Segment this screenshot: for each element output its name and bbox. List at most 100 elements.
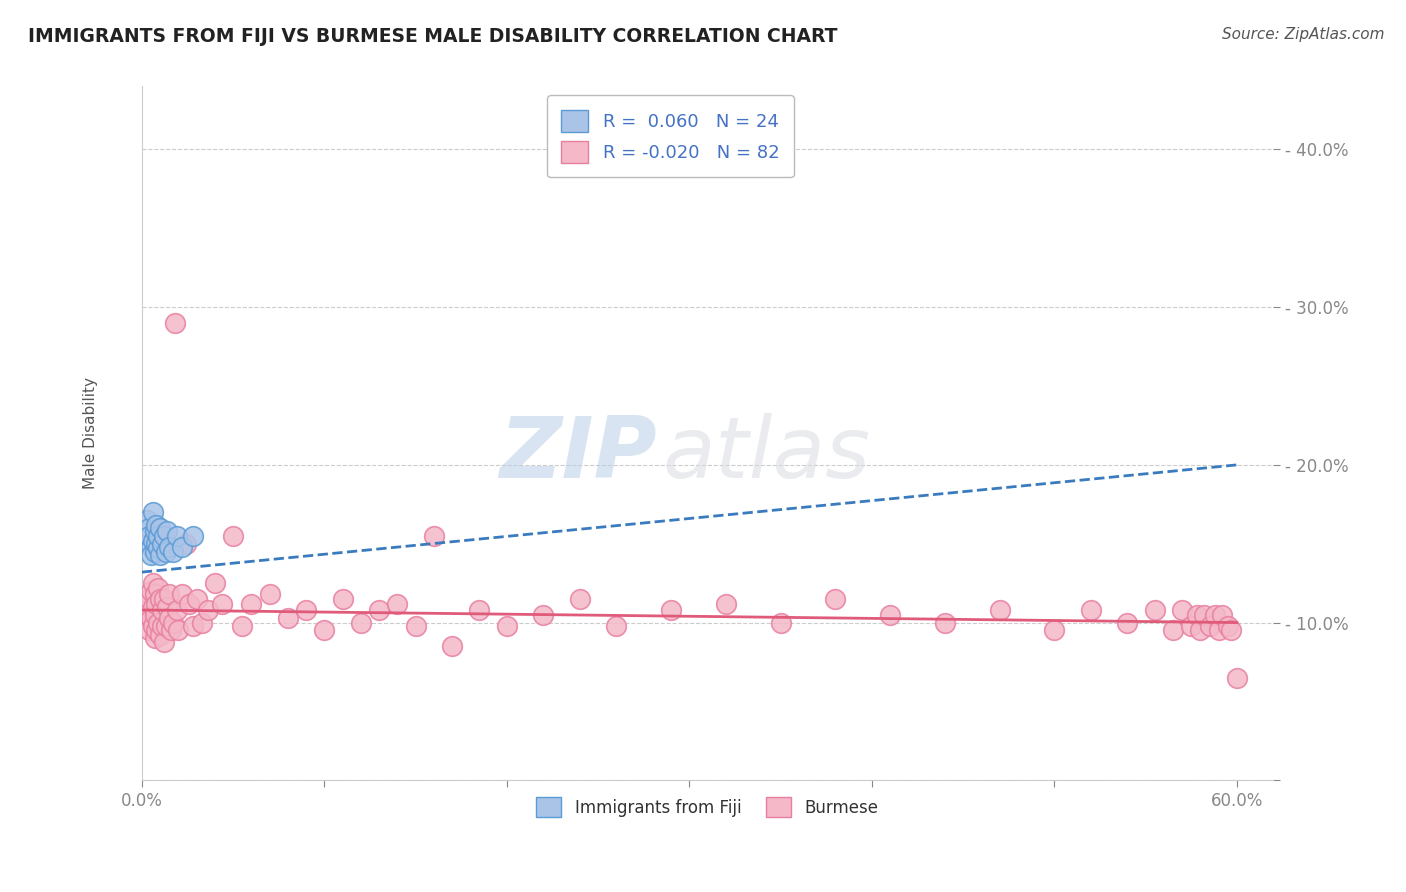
Point — [387, 597, 409, 611]
Point — [152, 591, 174, 606]
Point — [149, 521, 172, 535]
Text: Male Disability: Male Disability — [83, 377, 98, 490]
Point — [160, 624, 183, 638]
Point — [186, 591, 208, 606]
Point — [659, 603, 682, 617]
Point — [231, 619, 253, 633]
Point — [423, 529, 446, 543]
Point — [139, 611, 162, 625]
Point — [1116, 615, 1139, 630]
Point — [143, 544, 166, 558]
Point — [138, 591, 160, 606]
Point — [148, 541, 170, 556]
Point — [1192, 607, 1215, 622]
Point — [368, 603, 391, 617]
Point — [988, 603, 1011, 617]
Point — [277, 611, 299, 625]
Point — [157, 587, 180, 601]
Point — [145, 597, 167, 611]
Point — [934, 615, 956, 630]
Point — [332, 591, 354, 606]
Point — [152, 634, 174, 648]
Point — [162, 615, 184, 630]
Point — [157, 611, 180, 625]
Point — [1180, 619, 1202, 633]
Point — [138, 624, 160, 638]
Point — [181, 619, 204, 633]
Point — [148, 581, 170, 595]
Point — [138, 521, 160, 535]
Point — [170, 587, 193, 601]
Point — [163, 316, 186, 330]
Point — [240, 597, 263, 611]
Point — [156, 524, 179, 538]
Point — [531, 607, 554, 622]
Point — [441, 639, 464, 653]
Point — [157, 540, 180, 554]
Text: atlas: atlas — [662, 413, 870, 496]
Point — [1043, 624, 1066, 638]
Point — [139, 548, 162, 562]
Point — [259, 587, 281, 601]
Point — [152, 529, 174, 543]
Point — [142, 599, 165, 614]
Point — [174, 537, 197, 551]
Point — [204, 576, 226, 591]
Point — [181, 529, 204, 543]
Point — [1143, 603, 1166, 617]
Point — [211, 597, 233, 611]
Point — [136, 603, 159, 617]
Point — [142, 619, 165, 633]
Point — [149, 548, 172, 562]
Point — [150, 603, 173, 617]
Point — [405, 619, 427, 633]
Point — [170, 540, 193, 554]
Point — [149, 591, 172, 606]
Point — [142, 505, 165, 519]
Point — [179, 597, 201, 611]
Point — [1211, 607, 1233, 622]
Point — [145, 624, 167, 638]
Point — [155, 544, 177, 558]
Point — [136, 513, 159, 527]
Point — [162, 544, 184, 558]
Point — [769, 615, 792, 630]
Point — [1185, 607, 1208, 622]
Point — [156, 599, 179, 614]
Point — [166, 603, 188, 617]
Point — [1198, 619, 1220, 633]
Point — [143, 607, 166, 622]
Point — [145, 517, 167, 532]
Point — [495, 619, 517, 633]
Point — [150, 537, 173, 551]
Point — [1161, 624, 1184, 638]
Text: IMMIGRANTS FROM FIJI VS BURMESE MALE DISABILITY CORRELATION CHART: IMMIGRANTS FROM FIJI VS BURMESE MALE DIS… — [28, 27, 838, 45]
Legend: Immigrants from Fiji, Burmese: Immigrants from Fiji, Burmese — [530, 790, 886, 824]
Point — [295, 603, 318, 617]
Point — [149, 628, 172, 642]
Point — [714, 597, 737, 611]
Point — [1080, 603, 1102, 617]
Point — [143, 587, 166, 601]
Point — [222, 529, 245, 543]
Point — [167, 624, 190, 638]
Point — [155, 619, 177, 633]
Point — [824, 591, 846, 606]
Point — [191, 615, 214, 630]
Point — [879, 607, 901, 622]
Point — [468, 603, 491, 617]
Point — [143, 632, 166, 646]
Text: ZIP: ZIP — [499, 413, 657, 496]
Point — [148, 615, 170, 630]
Point — [314, 624, 336, 638]
Point — [142, 533, 165, 548]
Point — [150, 619, 173, 633]
Point — [142, 576, 165, 591]
Point — [1171, 603, 1194, 617]
Point — [197, 603, 219, 617]
Point — [1216, 619, 1239, 633]
Point — [1226, 671, 1249, 685]
Point — [350, 615, 373, 630]
Text: Source: ZipAtlas.com: Source: ZipAtlas.com — [1222, 27, 1385, 42]
Point — [1220, 624, 1243, 638]
